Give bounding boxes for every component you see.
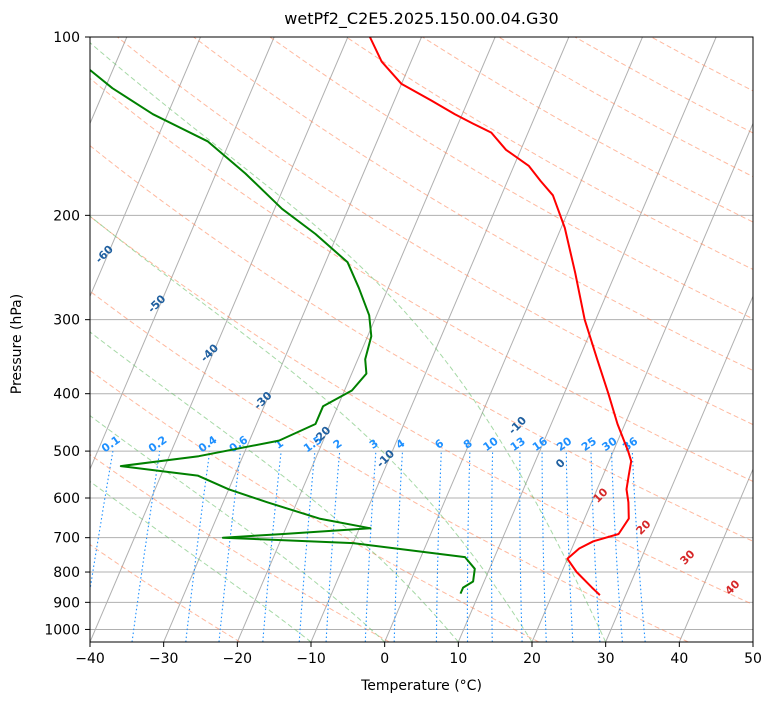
x-axis-label: Temperature (°C) [361,678,482,694]
x-tick-label: −40 [75,651,105,667]
dry-adiabat [269,37,753,320]
mixing-ratio-line [218,451,242,642]
isotherm-label: -80 [0,130,17,153]
isotherm-label: -60 [93,242,116,265]
mixing-ratio-line [610,451,623,642]
isotherm-line [678,467,753,642]
isotherm-label: -10 [374,447,397,470]
sounding-traces [90,37,633,596]
x-tick-label: 40 [670,651,688,667]
x-tick-label: 30 [597,651,615,667]
isotherm-line [90,37,128,125]
mixing-ratio-line [490,451,494,642]
isotherm-line [531,122,753,642]
dry-adiabat [574,37,753,134]
mixing-ratio-line [590,451,601,642]
dry-adiabat [90,215,753,606]
x-tick-label: 0 [380,651,389,667]
mixing-ratio-label: 0.1 [99,433,122,455]
moist-adiabat-label: 20 [634,517,654,537]
dry-adiabat [117,37,753,426]
isotherm-line [605,295,753,642]
dry-adiabat [422,37,753,223]
isotherm-label: -40 [198,341,221,364]
y-tick-label: 900 [53,595,80,611]
moist-adiabat [90,480,312,642]
y-tick-label: 600 [53,491,80,507]
mixing-ratio-label: 0.2 [146,433,169,455]
isotherm-line [310,37,570,642]
mixing-ratio-line [631,451,646,642]
moist-adiabat-label: 30 [678,547,698,567]
dry-adiabat [90,145,753,542]
mixing-ratio-line [565,451,574,642]
y-tick-label: 300 [53,313,80,329]
isotherm-line [90,37,349,642]
y-tick-label: 100 [53,30,80,46]
mixing-ratio-line [131,451,161,642]
mixing-ratio-label: 6 [432,437,446,452]
mixing-ratio-line [298,451,316,642]
chart-title: wetPf2_C2E5.2025.150.00.04.G30 [284,9,559,28]
dry-adiabat [90,290,689,642]
isotherm-line [163,37,422,642]
mixing-ratio-line [185,451,211,642]
dry-adiabat [90,640,91,642]
x-tick-label: 50 [744,651,762,667]
y-tick-label: 500 [53,444,80,460]
x-tick-label: −10 [296,651,326,667]
isotherm-line [90,37,201,298]
dry-adiabat [90,544,241,642]
y-tick-label: 800 [53,565,80,581]
isotherm-line [90,37,275,471]
y-tick-label: 1000 [44,622,80,638]
dry-adiabat [90,369,540,642]
y-tick-label: 700 [53,531,80,547]
temperature-line [368,37,633,596]
isotherm-line [384,37,643,642]
mixing-ratio-line [519,451,523,642]
moist-adiabat [90,415,386,642]
moist-adiabat [90,215,533,642]
y-tick-label: 200 [53,208,80,224]
isotherm-line [457,37,717,642]
mixing-ratio-line [466,451,471,642]
axes: −40 −30 −20 −10 0 10 20 30 40 5010020030040050060… [44,30,762,667]
mixing-ratio-label: 3 [367,437,381,452]
moist-adiabat-label: 0 [553,456,568,471]
isotherm-label: -50 [145,292,168,315]
moist-adiabat [90,331,459,642]
x-tick-label: −20 [223,651,253,667]
dry-adiabat [90,77,753,482]
mixing-ratio-label: 4 [394,437,408,452]
moist-adiabat-label: -10 [506,414,529,437]
y-tick-label: 400 [53,387,80,403]
isotherm-label: -30 [251,389,274,412]
mixing-ratio-line [435,451,442,642]
mixing-ratio-line [262,451,282,642]
mixing-ratio-line [90,451,114,594]
isotherm-line [0,37,53,642]
mixing-ratio-label: 2 [331,437,345,452]
mixing-ratio-label: 8 [461,437,475,452]
mixing-ratio-line [393,451,404,642]
background-lines [0,37,753,642]
moist-adiabat-label: 40 [723,577,743,597]
x-tick-label: 20 [523,651,541,667]
x-tick-label: −30 [149,651,179,667]
dewpoint-line [90,68,476,594]
dry-adiabat [90,454,390,642]
isotherm-line [236,37,496,642]
x-tick-label: 10 [449,651,467,667]
plot-frame [89,36,754,643]
isotherm-line [752,640,753,642]
moist-adiabat-label: 10 [591,485,611,505]
dry-adiabat [650,37,753,92]
dry-adiabat [498,37,753,178]
